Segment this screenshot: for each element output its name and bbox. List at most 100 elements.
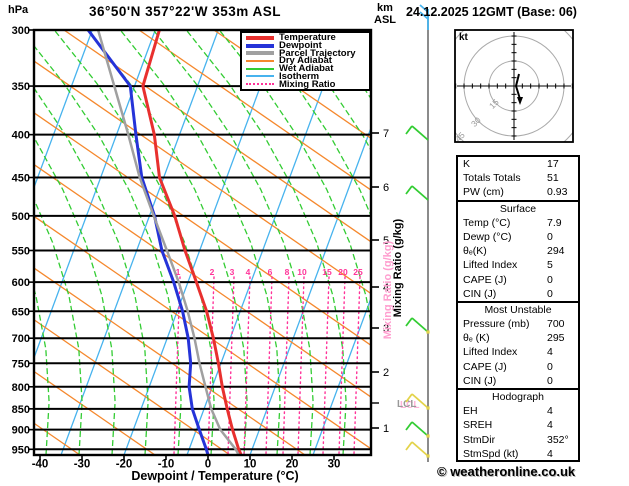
legend-swatch-parcel-trajectory — [246, 51, 274, 56]
row-value: 0 — [547, 230, 553, 243]
wind-barb-tick — [419, 4, 429, 13]
dewpoint-curve — [86, 30, 210, 455]
wet-adiabat-line — [152, 30, 314, 455]
mixing-ratio-label: 25 — [353, 267, 363, 277]
row-value: 17 — [547, 158, 559, 170]
table-row: Totals Totals 51 — [458, 171, 578, 185]
row-value: 0 — [547, 360, 553, 373]
mixing-ratio-line — [353, 276, 361, 455]
legend-item: Dry Adiabat — [242, 55, 369, 67]
temp-tick-label: -20 — [116, 459, 133, 471]
barb-root-dot — [426, 434, 430, 438]
dry-adiabat-line — [34, 112, 371, 347]
row-value: 7.9 — [547, 216, 562, 229]
row-value: 4 — [547, 447, 553, 460]
dry-adiabat-line — [213, 30, 371, 140]
legend-item-label: Parcel Trajectory — [279, 47, 356, 59]
legend-item-label: Wet Adiabat — [279, 63, 334, 75]
table-row: Dewp (°C) 0 — [458, 230, 578, 244]
mixing-ratio-line — [265, 276, 273, 455]
dry-adiabat-line — [34, 318, 231, 455]
temp-tick-label: 10 — [244, 459, 257, 471]
mixing-ratio-label: 4 — [246, 267, 251, 277]
row-label: Lifted Index — [463, 346, 518, 359]
x-axis-label: Dewpoint / Temperature (°C) — [131, 469, 299, 483]
dry-adiabat-line — [34, 60, 371, 295]
row-value: 5 — [547, 259, 553, 272]
row-value: 0 — [547, 273, 553, 286]
row-value: 294 — [547, 245, 565, 258]
pressure-tick-label: 550 — [12, 245, 30, 257]
wind-barb — [411, 421, 429, 437]
isotherm-line — [34, 30, 93, 190]
station-title: 36°50'N 357°22'W 353m ASL — [88, 4, 282, 19]
pressure-tick-label: 400 — [12, 130, 30, 142]
wind-barb-tick — [405, 441, 413, 451]
dry-adiabat-line — [34, 163, 371, 398]
row-value: 4 — [547, 405, 553, 418]
altitude-unit-asl: ASL — [374, 14, 396, 26]
pressure-tick-label: 350 — [12, 81, 30, 93]
pressure-tick-label: 800 — [12, 382, 30, 394]
row-label: Lifted Index — [463, 259, 518, 272]
pressure-unit-label: hPa — [8, 4, 29, 16]
table-section: K 17 Totals Totals 51 PW (cm) 0.93 — [458, 157, 578, 200]
legend-item-label: Dry Adiabat — [279, 55, 332, 67]
hodograph-ring-label: 30 — [469, 115, 483, 129]
wet-adiabat-line — [218, 30, 371, 327]
row-label: Temp (°C) — [463, 216, 511, 229]
legend-item: Dewpoint — [242, 41, 369, 50]
row-label: θₑ (K) — [463, 332, 490, 345]
table-row: θₑ (K) 295 — [458, 331, 578, 345]
pressure-tick-label: 750 — [12, 358, 30, 370]
row-label: SREH — [463, 419, 493, 432]
row-label: StmDir — [463, 433, 496, 446]
table-row: CAPE (J) 0 — [458, 273, 578, 287]
row-label: PW (cm) — [463, 186, 504, 199]
mixing-ratio-line — [322, 276, 330, 455]
mixing-ratio-axis-label-ghost: Mixing Ratio (g/kg) — [382, 240, 394, 339]
wind-barb — [411, 317, 429, 333]
table-row: K 17 — [458, 157, 578, 171]
wet-adiabat-line — [34, 136, 116, 455]
hodograph-unit-label: kt — [459, 32, 468, 43]
row-label: CAPE (J) — [463, 360, 507, 373]
mixing-ratio-label: 1 — [176, 267, 181, 277]
mixing-ratio-label: 8 — [285, 267, 290, 277]
km-tick-label: 5 — [383, 235, 389, 247]
pressure-tick-label: 850 — [12, 404, 30, 416]
row-value: 4 — [547, 346, 553, 359]
row-label: CIN (J) — [463, 374, 497, 387]
row-value: 0 — [547, 374, 553, 387]
wind-barb-tick — [405, 125, 413, 135]
table-row: Lifted Index 5 — [458, 258, 578, 272]
legend-item: Temperature — [242, 33, 369, 43]
row-value: 0.93 — [547, 186, 568, 199]
mixing-ratio-label: 6 — [268, 267, 273, 277]
legend-swatch-mixing-ratio — [246, 83, 274, 86]
table-row: Pressure (mb) 700 — [458, 317, 578, 331]
mixing-ratio-label: 10 — [297, 267, 307, 277]
lcl-label-ghost: LCL — [400, 400, 419, 411]
pressure-tick-label: 500 — [12, 211, 30, 223]
wet-adiabat-line — [86, 30, 248, 455]
pressure-tick-label: 700 — [12, 333, 30, 345]
row-value: 295 — [547, 332, 565, 345]
wet-adiabat-line — [34, 197, 83, 455]
km-tick-label: 3 — [383, 323, 389, 335]
pressure-tick-label: 950 — [12, 444, 30, 456]
table-row: PW (cm) 0.93 — [458, 185, 578, 199]
isotherm-line — [123, 30, 282, 455]
mixing-ratio-line — [243, 276, 251, 455]
hodograph-trace-arrowhead — [517, 97, 523, 105]
legend-swatch-isotherm — [246, 75, 274, 78]
temp-tick-label: 0 — [205, 459, 211, 471]
table-row: CAPE (J) 0 — [458, 360, 578, 374]
row-label: Dewp (°C) — [463, 230, 512, 243]
row-value: 352° — [547, 433, 569, 446]
hodograph-ring-label: 45 — [453, 130, 467, 144]
temp-tick-label: 30 — [328, 459, 341, 471]
mixing-ratio-line — [282, 276, 290, 455]
